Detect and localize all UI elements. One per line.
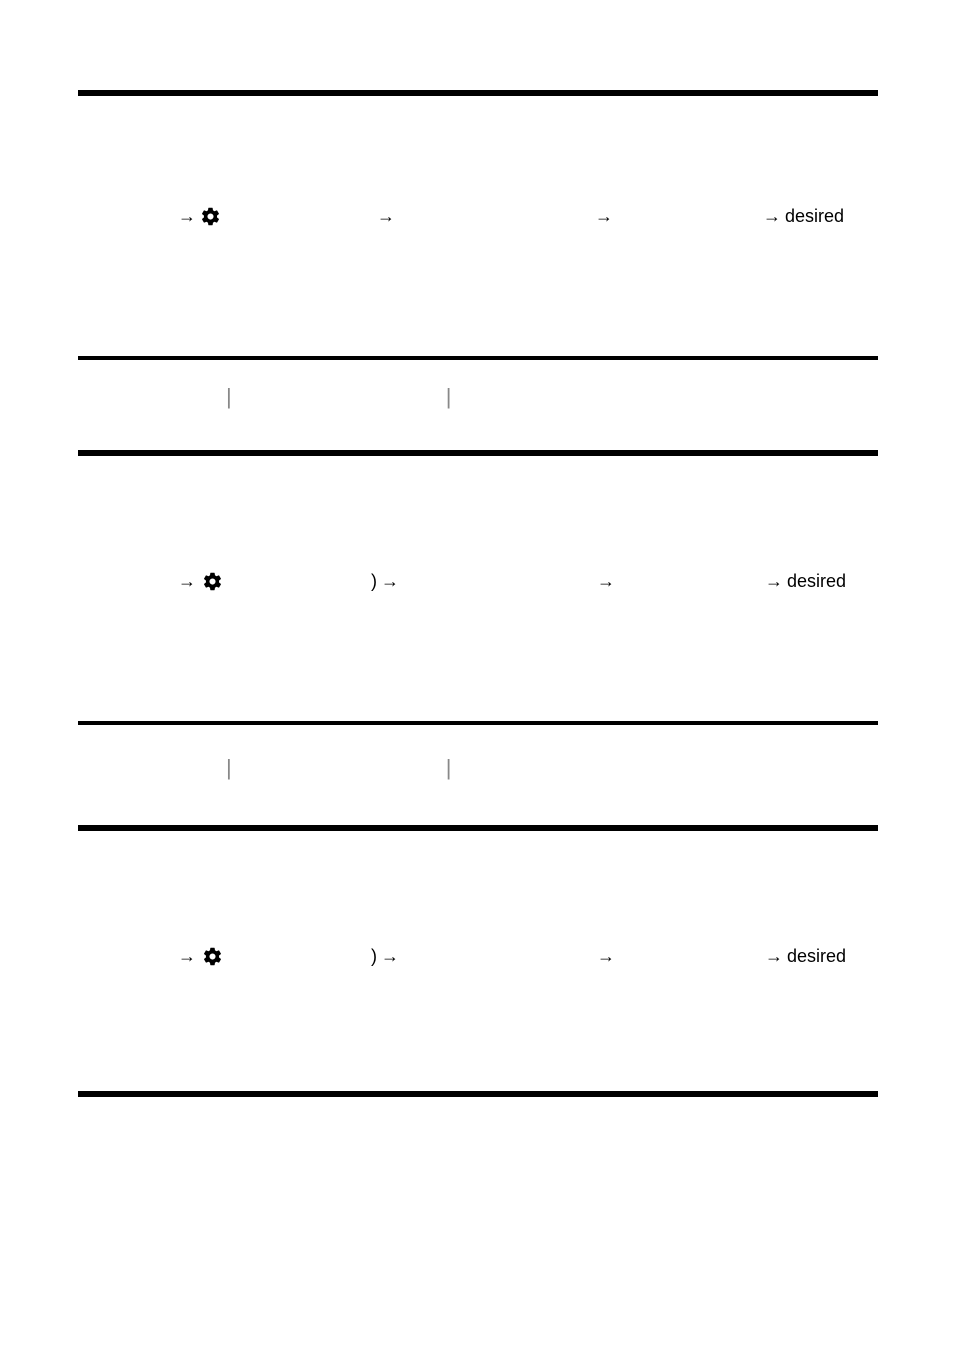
- arrow-icon: →: [765, 946, 783, 967]
- arrow-icon: →: [381, 946, 399, 967]
- gear-icon: [202, 946, 223, 967]
- arrow-icon: →: [178, 206, 196, 227]
- content-row: →→→→desired: [78, 96, 878, 356]
- close-paren: ): [371, 946, 377, 967]
- pipe-separator: |: [446, 755, 452, 781]
- arrow-icon: →: [595, 206, 613, 227]
- arrow-icon: →: [597, 571, 615, 592]
- arrow-icon: →: [381, 571, 399, 592]
- pipe-separator: |: [446, 384, 452, 410]
- section-block: →)→→→desired: [78, 831, 878, 1091]
- arrow-icon: →: [178, 571, 196, 592]
- content-row: ||: [78, 360, 878, 450]
- content-row: →)→→→desired: [78, 456, 878, 721]
- section-block: ||: [78, 725, 878, 825]
- thick-rule: [78, 1091, 878, 1097]
- section-block: ||: [78, 360, 878, 450]
- pipe-separator: |: [226, 384, 232, 410]
- close-paren: ): [371, 571, 377, 592]
- desired-label: desired: [787, 946, 846, 967]
- content-row: →)→→→desired: [78, 831, 878, 1091]
- content-row: ||: [78, 725, 878, 825]
- arrow-icon: →: [377, 206, 395, 227]
- gear-icon: [200, 206, 221, 227]
- arrow-icon: →: [763, 206, 781, 227]
- gear-icon: [202, 571, 223, 592]
- arrow-icon: →: [178, 946, 196, 967]
- arrow-icon: →: [597, 946, 615, 967]
- desired-label: desired: [785, 206, 844, 227]
- section-block: →)→→→desired: [78, 456, 878, 721]
- arrow-icon: →: [765, 571, 783, 592]
- document-page: →→→→desired||→)→→→desired||→)→→→desired: [78, 0, 878, 1097]
- section-block: →→→→desired: [78, 96, 878, 356]
- desired-label: desired: [787, 571, 846, 592]
- pipe-separator: |: [226, 755, 232, 781]
